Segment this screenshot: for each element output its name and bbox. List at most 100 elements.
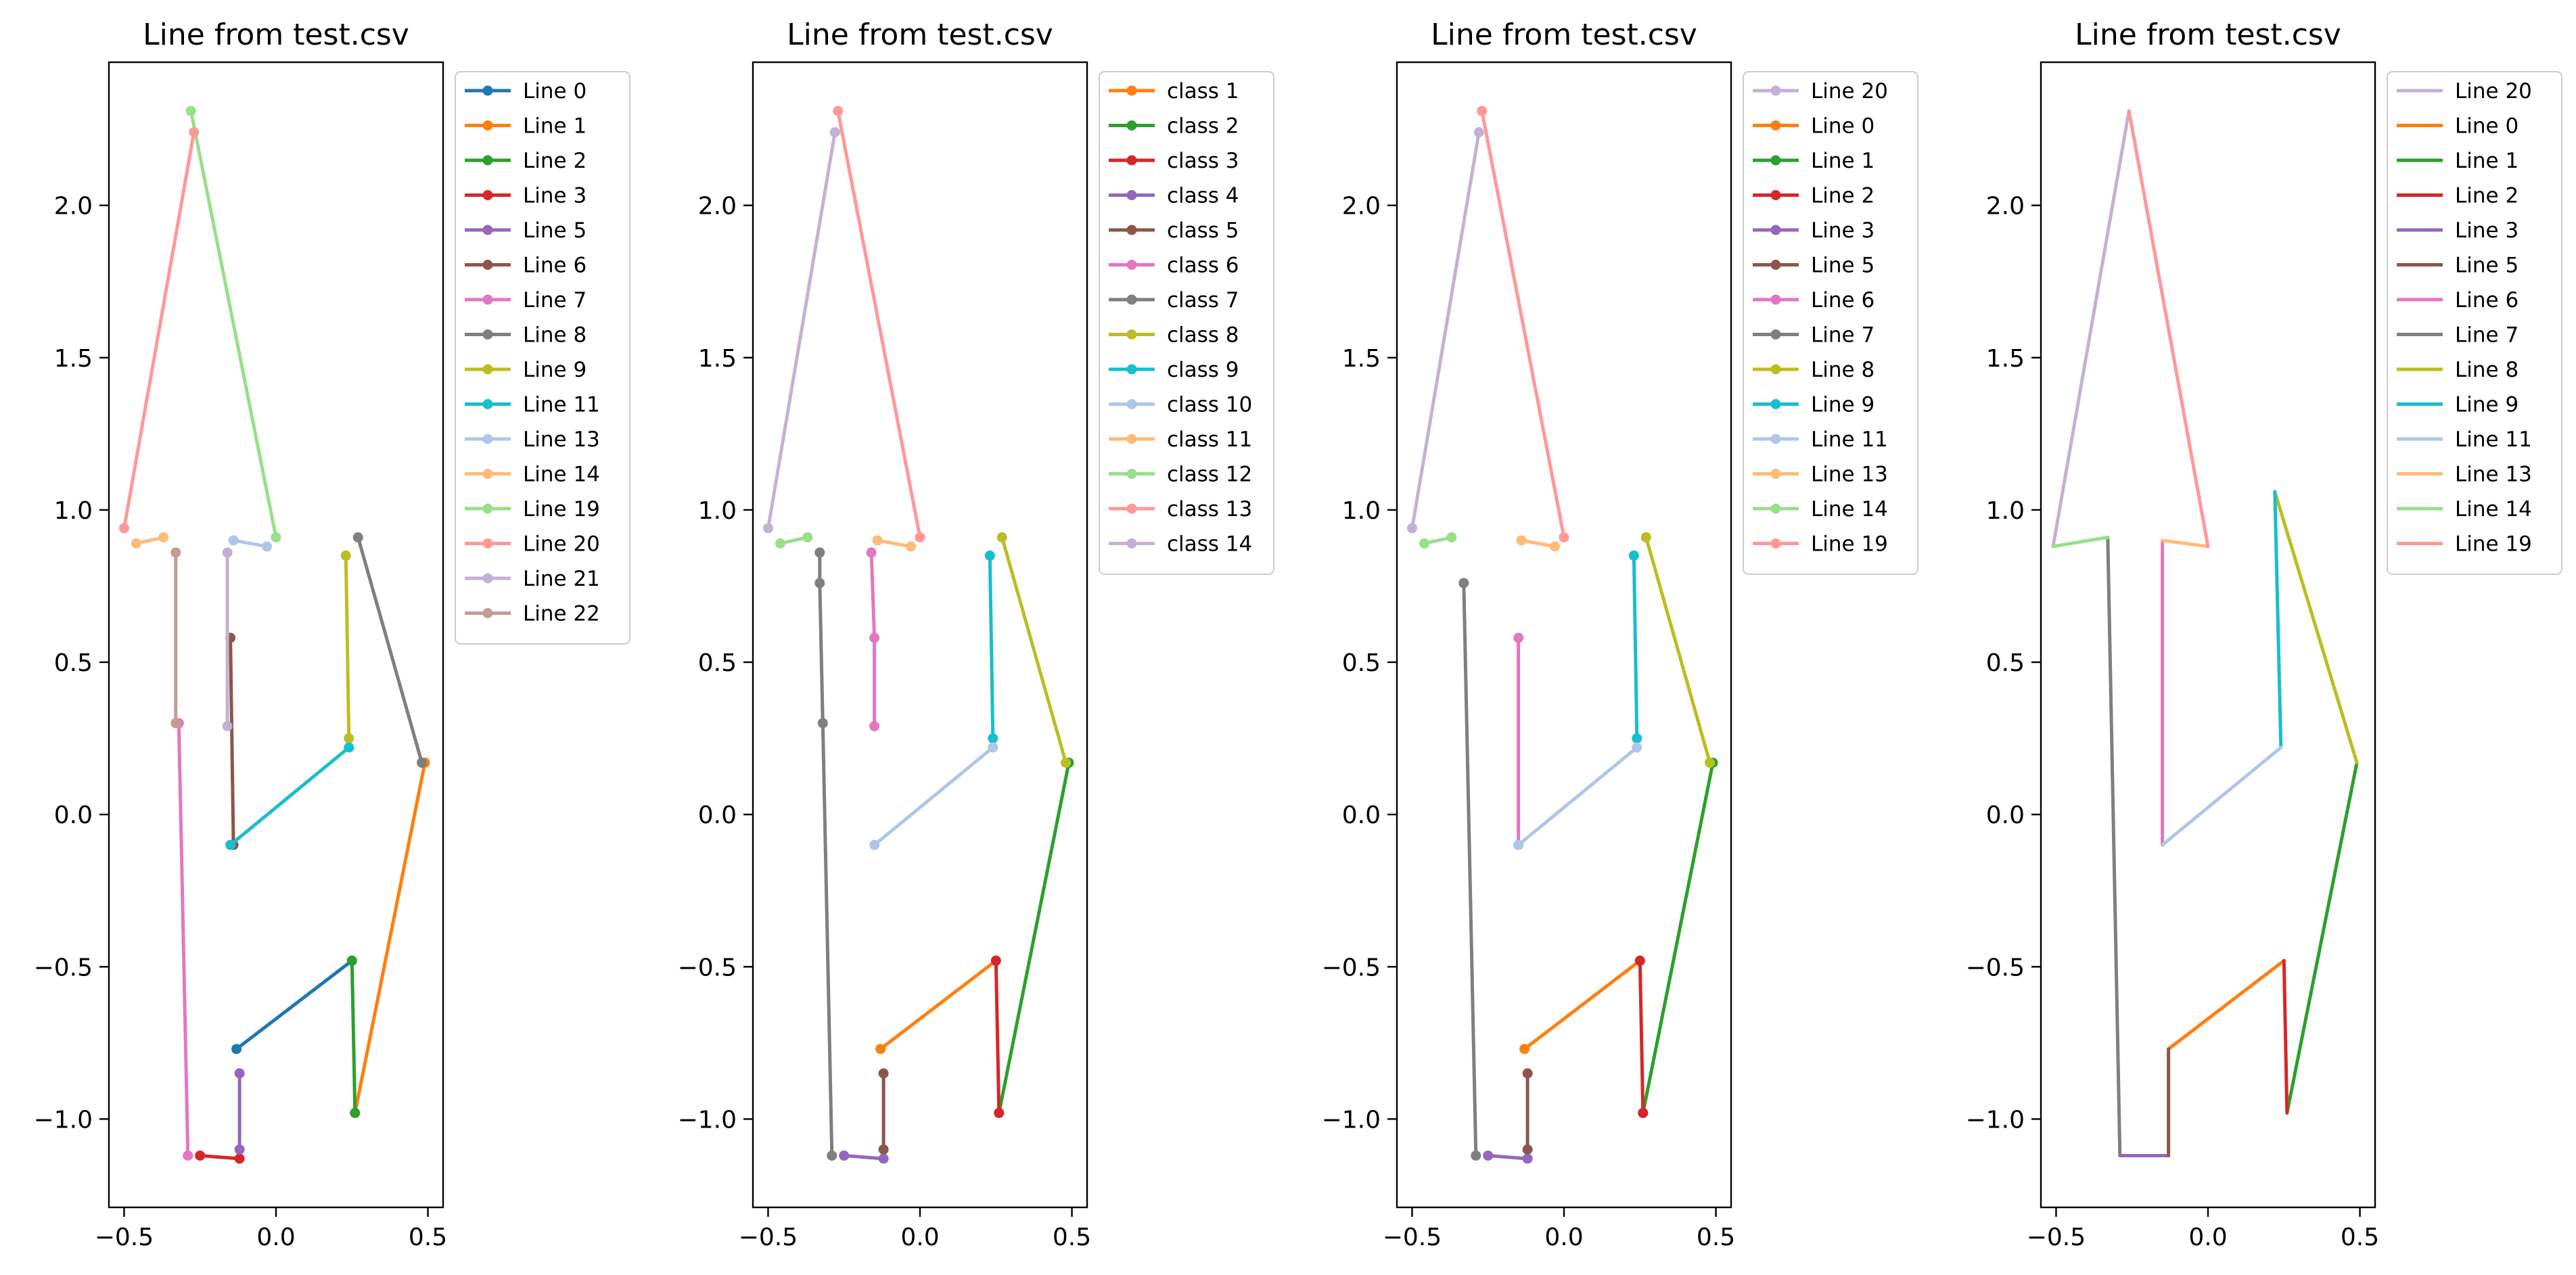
legend-label: Line 7 bbox=[2455, 323, 2518, 348]
series-line bbox=[2273, 490, 2283, 749]
legend-swatch-marker bbox=[482, 294, 493, 305]
data-point bbox=[344, 742, 354, 753]
data-point bbox=[1519, 1044, 1530, 1054]
legend-swatch-marker bbox=[482, 329, 493, 340]
y-tick-label: 0.5 bbox=[1986, 649, 2025, 677]
legend-label: Line 3 bbox=[1811, 218, 1874, 243]
legend-label: Line 7 bbox=[523, 288, 586, 312]
legend: Line 0 Line 1 Line 2 Line 3 Line 5 Line 6 Line… bbox=[455, 71, 630, 645]
legend-swatch-marker bbox=[1126, 538, 1137, 549]
data-point bbox=[833, 106, 844, 116]
legend-swatch-marker bbox=[1770, 85, 1781, 96]
series-line bbox=[1641, 761, 1715, 1115]
subplot-3: Line from test.csv −0.5 0.0 0.5 −1.0 −0.5 0.0 0… bbox=[1322, 18, 1918, 1251]
y-tick-label: 1.5 bbox=[698, 345, 737, 373]
x-tick-label: 0.5 bbox=[2341, 1224, 2379, 1251]
data-point bbox=[350, 1107, 361, 1118]
data-point bbox=[988, 733, 998, 744]
data-point bbox=[1471, 1150, 1481, 1161]
legend: Line 20 Line 0 Line 1 Line 2 Line 3 Line 5 Lin… bbox=[1743, 71, 1918, 575]
data-point bbox=[1550, 541, 1561, 552]
legend-swatch-marker bbox=[482, 364, 493, 375]
x-tick-label: 0.5 bbox=[1697, 1224, 1735, 1251]
data-point bbox=[829, 127, 840, 138]
y-tick-label: 0.5 bbox=[54, 649, 93, 677]
series-line bbox=[2161, 538, 2210, 549]
y-tick-label: 0.0 bbox=[1342, 802, 1381, 829]
series-group bbox=[762, 106, 1074, 1164]
legend-label: Line 1 bbox=[1811, 149, 1874, 173]
legend-swatch-marker bbox=[1770, 329, 1781, 340]
legend-swatch-marker bbox=[1126, 260, 1137, 270]
data-point bbox=[988, 742, 998, 753]
series-line bbox=[189, 109, 278, 539]
y-tick-label: 0.0 bbox=[698, 802, 737, 829]
data-point bbox=[878, 1068, 889, 1079]
legend-frame bbox=[1099, 71, 1274, 575]
data-point bbox=[225, 839, 236, 850]
y-tick-label: −0.5 bbox=[678, 954, 737, 981]
legend-label: Line 13 bbox=[2455, 463, 2532, 487]
legend-label: Line 19 bbox=[523, 497, 600, 521]
series-line bbox=[1517, 745, 1639, 847]
x-tick-label: 0.0 bbox=[1544, 1224, 1583, 1251]
data-point bbox=[234, 1144, 245, 1155]
data-point bbox=[195, 1150, 206, 1161]
data-point bbox=[1559, 532, 1569, 542]
legend-label: Line 9 bbox=[1811, 393, 1874, 417]
legend-swatch-marker bbox=[1770, 190, 1781, 200]
data-point bbox=[1522, 1144, 1533, 1155]
data-point bbox=[984, 550, 995, 561]
legend-label: Line 19 bbox=[1811, 532, 1888, 557]
series-line bbox=[231, 538, 269, 549]
data-point bbox=[762, 523, 773, 534]
legend-label: class 4 bbox=[1167, 184, 1239, 208]
y-tick-label: −0.5 bbox=[34, 954, 93, 981]
y-tick-label: −0.5 bbox=[1322, 954, 1381, 981]
series-line bbox=[2051, 109, 2131, 549]
y-tick-label: 1.0 bbox=[698, 497, 737, 525]
y-tick-label: 0.0 bbox=[1986, 802, 2025, 829]
legend-swatch-marker bbox=[1770, 434, 1781, 444]
legend-swatch-marker bbox=[1770, 503, 1781, 514]
y-tick-label: 1.0 bbox=[54, 497, 93, 525]
legend: Line 20 Line 0 Line 1 Line 2 Line 3 Line 5 Lin… bbox=[2387, 71, 2562, 575]
data-point bbox=[1705, 758, 1716, 768]
data-point bbox=[878, 1144, 889, 1155]
data-point bbox=[131, 538, 141, 549]
legend-swatch-marker bbox=[482, 190, 493, 200]
legend-swatch-marker bbox=[1126, 503, 1137, 514]
series-group bbox=[1406, 106, 1718, 1164]
legend-swatch-marker bbox=[1770, 538, 1781, 549]
legend-swatch-marker bbox=[482, 573, 493, 584]
legend-swatch-marker bbox=[1126, 469, 1137, 479]
data-point bbox=[234, 1068, 245, 1079]
legend-swatch-marker bbox=[482, 225, 493, 235]
legend-frame bbox=[455, 71, 630, 645]
legend-label: class 2 bbox=[1167, 114, 1239, 139]
legend-label: Line 0 bbox=[1811, 114, 1874, 139]
legend-label: Line 2 bbox=[523, 149, 586, 173]
series-line bbox=[122, 131, 196, 530]
x-tick-label: −0.5 bbox=[95, 1224, 154, 1251]
data-point bbox=[262, 541, 273, 552]
legend-swatch-marker bbox=[482, 538, 493, 549]
legend-swatch-marker bbox=[1126, 364, 1137, 375]
series-line bbox=[2273, 490, 2359, 765]
legend-label: class 10 bbox=[1167, 393, 1252, 417]
legend-label: Line 11 bbox=[523, 393, 600, 417]
legend-swatch-marker bbox=[482, 85, 493, 96]
legend-label: class 3 bbox=[1167, 149, 1239, 173]
y-tick-label: −0.5 bbox=[1966, 954, 2025, 981]
legend-swatch-marker bbox=[482, 469, 493, 479]
data-point bbox=[1640, 532, 1651, 542]
legend-label: Line 13 bbox=[1811, 463, 1888, 487]
y-tick-label: 0.0 bbox=[54, 802, 93, 829]
legend-label: Line 5 bbox=[2455, 254, 2518, 278]
legend-swatch-marker bbox=[1126, 120, 1137, 131]
legend-label: Line 20 bbox=[523, 532, 600, 557]
data-point bbox=[875, 1044, 886, 1054]
y-tick-label: 0.5 bbox=[1342, 649, 1381, 677]
data-point bbox=[158, 532, 169, 542]
